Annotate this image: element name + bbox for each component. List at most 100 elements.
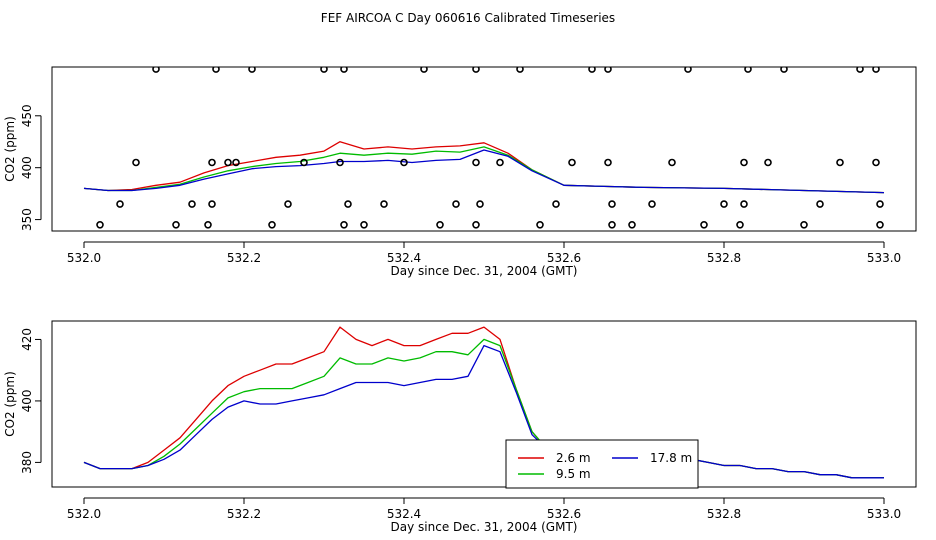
valve-point (744, 67, 752, 73)
series-line-2-6-m (83, 326, 884, 479)
valve-point (872, 67, 880, 73)
valve-point (212, 67, 220, 73)
y-axis-label: CO2 (ppm) (3, 371, 17, 437)
series-line-2-6-m (83, 141, 885, 194)
x-axis-label: Day since Dec. 31, 2004 (GMT) (391, 520, 578, 534)
plot-frame (51, 66, 917, 232)
y-tick-label: 400 (20, 156, 34, 179)
valve-point (360, 220, 368, 229)
plot-frame (51, 320, 917, 488)
x-tick-label: 532.8 (707, 251, 741, 265)
series-line-9-5-m (83, 146, 885, 194)
bottom-panel-line: 532.0 532.2 532.4 532.6 532.8 533.0 Day since … (3, 320, 917, 534)
legend-label: 2.6 m (556, 451, 591, 465)
x-tick-label: 532.4 (387, 507, 421, 521)
x-axis-label: Day since Dec. 31, 2004 (GMT) (391, 264, 578, 278)
valve-point (740, 158, 748, 167)
valve-point (604, 158, 612, 167)
x-tick-label: 532.2 (227, 507, 261, 521)
valve-point (608, 200, 616, 208)
valve-point (684, 67, 692, 73)
valve-point (516, 67, 524, 73)
legend-box (505, 439, 699, 489)
valve-point (340, 220, 348, 229)
series-line-9-5-m (83, 338, 884, 479)
valve-point (380, 200, 388, 208)
valve-point (116, 200, 124, 208)
valve-point (300, 158, 308, 167)
valve-point (336, 158, 344, 167)
valve-point (172, 220, 180, 229)
y-axis-label: CO2 (ppm) (3, 116, 17, 182)
valve-point (132, 158, 140, 167)
top-panel-scatter: 532.0 532.2 532.4 532.6 532.8 533.0 Day since … (3, 66, 917, 278)
plot-area (83, 67, 885, 229)
valve-point (628, 220, 636, 229)
valve-point (740, 200, 748, 208)
legend-label: 17.8 m (650, 451, 692, 465)
valve-point (836, 158, 844, 167)
valve-point (248, 67, 256, 73)
valve-point (476, 200, 484, 208)
x-tick-label: 533.0 (867, 507, 901, 521)
legend: 2.6 m 9.5 m 17.8 m (505, 439, 699, 489)
valve-point (648, 200, 656, 208)
valve-point (284, 200, 292, 208)
x-tick-label: 532.4 (387, 251, 421, 265)
x-tick-label: 532.2 (227, 251, 261, 265)
valve-point (588, 67, 596, 73)
y-tick-label: 400 (20, 389, 34, 412)
valve-point (400, 158, 408, 167)
valve-point (552, 200, 560, 208)
valve-point (496, 158, 504, 167)
x-tick-label: 532.8 (707, 507, 741, 521)
figure-title: FEF AIRCOA C Day 060616 Calibrated Times… (321, 11, 615, 25)
valve-point (188, 200, 196, 208)
valve-point (816, 200, 824, 208)
plot-area (83, 326, 884, 479)
valve-point (736, 220, 744, 229)
valve-point (344, 200, 352, 208)
valve-point (204, 220, 212, 229)
x-tick-label: 532.0 (67, 251, 101, 265)
valve-point (700, 220, 708, 229)
valve-point (208, 200, 216, 208)
valve-point (224, 158, 232, 167)
y-tick-label: 380 (20, 451, 34, 474)
valve-point (800, 220, 808, 229)
legend-label: 9.5 m (556, 467, 591, 481)
valve-point (472, 158, 480, 167)
valve-point (876, 220, 884, 229)
valve-point (436, 220, 444, 229)
series-line-17-8-m (83, 149, 885, 194)
x-tick-label: 533.0 (867, 251, 901, 265)
valve-point (780, 67, 788, 73)
valve-point (96, 220, 104, 229)
valve-point (536, 220, 544, 229)
valve-point (320, 67, 328, 73)
valve-point (856, 67, 864, 73)
valve-point (232, 158, 240, 167)
valve-point (604, 67, 612, 73)
valve-point (340, 67, 348, 73)
valve-point (472, 220, 480, 229)
valve-point (452, 200, 460, 208)
valve-point (208, 158, 216, 167)
y-tick-label: 350 (20, 208, 34, 231)
valve-point (608, 220, 616, 229)
valve-point (472, 67, 480, 73)
x-tick-label: 532.6 (547, 251, 581, 265)
valve-point (152, 67, 160, 73)
y-tick-label: 420 (20, 328, 34, 351)
valve-point (568, 158, 576, 167)
series-line-17-8-m (83, 344, 884, 479)
valve-point (668, 158, 676, 167)
valve-point (420, 67, 428, 73)
x-tick-label: 532.6 (547, 507, 581, 521)
valve-point (720, 200, 728, 208)
x-tick-label: 532.0 (67, 507, 101, 521)
y-tick-label: 450 (20, 104, 34, 127)
valve-point (764, 158, 772, 167)
valve-point (872, 158, 880, 167)
